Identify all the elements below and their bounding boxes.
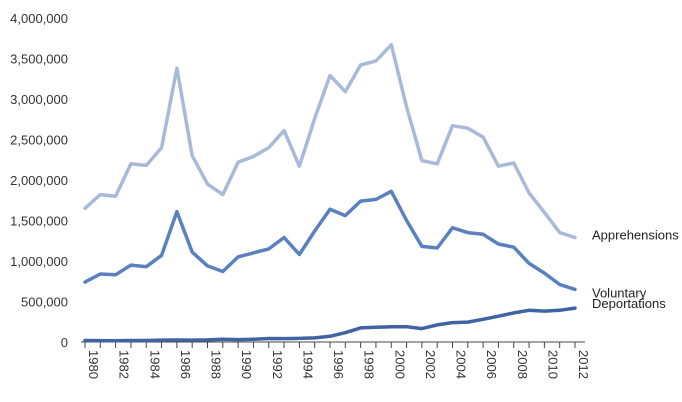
series-line-voluntary [83, 189, 577, 292]
x-tick-label: 1988 [209, 350, 224, 379]
x-tick-label: 1998 [362, 350, 377, 379]
x-tick-label: 2000 [392, 350, 407, 379]
y-tick-label: 2,000,000 [10, 173, 68, 188]
x-tick-label: 2004 [454, 350, 469, 379]
x-tick-label: 2006 [484, 350, 499, 379]
x-tick-label: 2002 [423, 350, 438, 379]
x-tick-label: 1980 [86, 350, 101, 379]
x-tick-label: 2010 [545, 350, 560, 379]
x-tick-label: 1986 [178, 350, 193, 379]
series-lines [83, 42, 577, 343]
y-tick-label: 2,500,000 [10, 133, 68, 148]
x-tick-label: 1994 [300, 350, 315, 379]
y-tick-label: 4,000,000 [10, 11, 68, 26]
x-tick-label: 1982 [117, 350, 132, 379]
x-tick-label: 1996 [331, 350, 346, 379]
x-tick-label: 2008 [515, 350, 530, 379]
series-label-voluntary: Voluntary [592, 285, 647, 300]
y-tick-label: 3,000,000 [10, 92, 68, 107]
y-tick-label: 1,000,000 [10, 254, 68, 269]
y-axis: 0 500,000 1,000,000 1,500,000 2,000,000 2,500… [10, 11, 68, 350]
series-label-apprehensions: Apprehensions [592, 228, 679, 243]
x-tick-label: 1990 [239, 350, 254, 379]
y-tick-label: 500,000 [21, 295, 68, 310]
y-tick-label: 3,500,000 [10, 52, 68, 67]
x-axis: 1980 1982 1984 1986 1988 1990 1992 1994 1996 1998… [84, 342, 591, 379]
series-label-deportations: Deportations [592, 296, 666, 311]
x-tick-label: 1992 [270, 350, 285, 379]
y-tick-label: 0 [61, 335, 68, 350]
series-line-apprehensions [83, 42, 577, 240]
y-tick-label: 1,500,000 [10, 214, 68, 229]
x-tick-label: 2012 [576, 350, 591, 379]
x-tick-label: 1984 [147, 350, 162, 379]
series-line-deportations [83, 306, 577, 343]
